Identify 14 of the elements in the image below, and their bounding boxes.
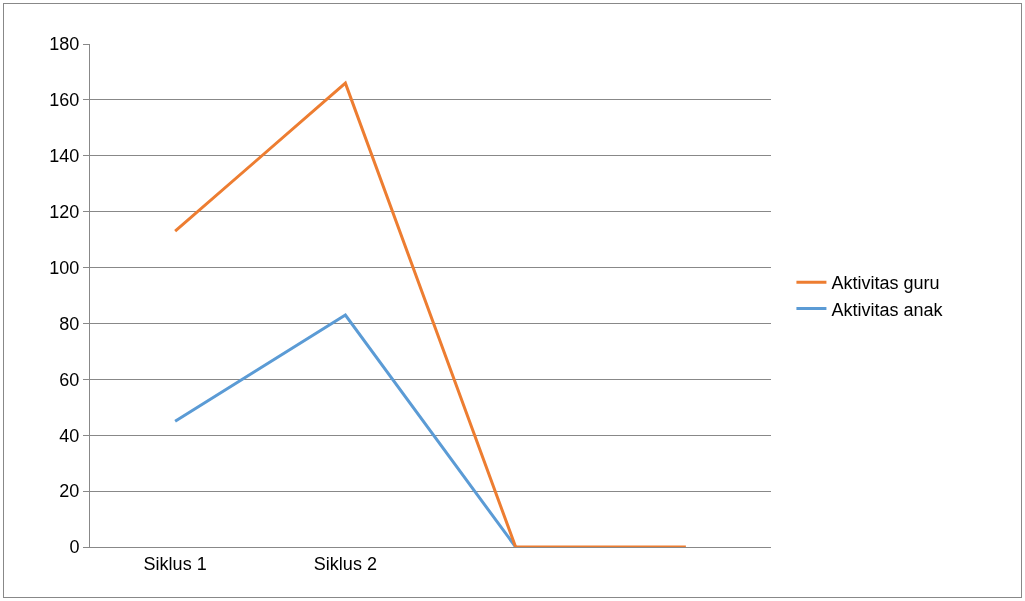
legend-label: Aktivitas guru <box>831 273 940 294</box>
y-tick-label: 20 <box>59 481 80 502</box>
y-tick-label: 140 <box>49 146 80 167</box>
x-tick-label: Siklus 2 <box>313 553 377 574</box>
y-tick-label: 100 <box>49 257 80 278</box>
y-tick-label: 160 <box>49 90 80 111</box>
y-tick-label: 180 <box>49 34 80 55</box>
y-tick-label: 0 <box>69 537 80 558</box>
legend-label: Aktivitas anak <box>831 299 944 320</box>
y-tick-label: 80 <box>59 313 80 334</box>
x-tick-label: Siklus 1 <box>143 553 207 574</box>
y-tick-label: 120 <box>49 201 80 222</box>
y-tick-label: 40 <box>59 425 80 446</box>
y-tick-label: 60 <box>59 369 80 390</box>
